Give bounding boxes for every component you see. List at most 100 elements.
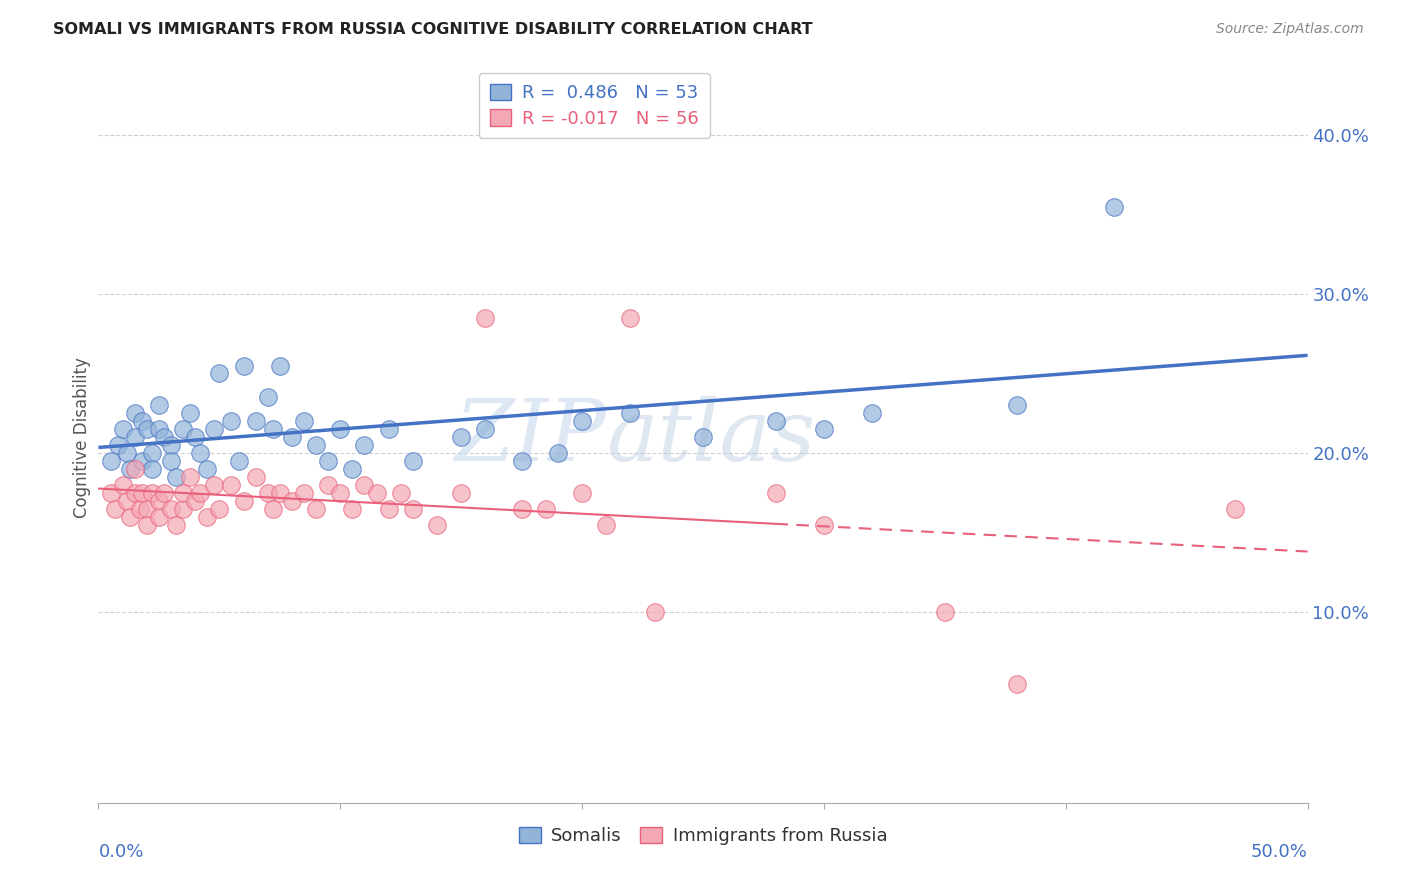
Point	[450, 430, 472, 444]
Point	[208, 501, 231, 516]
Point	[342, 462, 364, 476]
Point	[377, 422, 399, 436]
Point	[179, 406, 201, 420]
Point	[172, 501, 194, 516]
Point	[765, 414, 787, 428]
Point	[1007, 398, 1029, 412]
Point	[245, 414, 267, 428]
Point	[117, 493, 139, 508]
Point	[342, 501, 364, 516]
Point	[152, 430, 174, 444]
Point	[281, 430, 304, 444]
Point	[860, 406, 883, 420]
Point	[450, 485, 472, 500]
Point	[131, 485, 153, 500]
Point	[184, 430, 207, 444]
Point	[377, 501, 399, 516]
Point	[510, 454, 533, 468]
Point	[292, 414, 315, 428]
Point	[165, 517, 187, 532]
Point	[269, 359, 291, 373]
Point	[172, 485, 194, 500]
Point	[245, 470, 267, 484]
Point	[474, 422, 496, 436]
Point	[316, 454, 339, 468]
Point	[148, 422, 170, 436]
Legend: Somalis, Immigrants from Russia: Somalis, Immigrants from Russia	[508, 816, 898, 856]
Point	[292, 485, 315, 500]
Point	[366, 485, 388, 500]
Point	[141, 446, 163, 460]
Point	[188, 446, 211, 460]
Point	[228, 454, 250, 468]
Point	[329, 422, 352, 436]
Point	[160, 501, 183, 516]
Point	[107, 438, 129, 452]
Point	[111, 477, 134, 491]
Point	[262, 422, 284, 436]
Point	[329, 485, 352, 500]
Point	[232, 493, 254, 508]
Point	[256, 390, 278, 404]
Point	[208, 367, 231, 381]
Point	[644, 605, 666, 619]
Point	[118, 509, 141, 524]
Point	[204, 422, 226, 436]
Point	[124, 462, 146, 476]
Point	[813, 517, 835, 532]
Point	[148, 493, 170, 508]
Point	[269, 485, 291, 500]
Point	[148, 509, 170, 524]
Point	[117, 446, 139, 460]
Point	[813, 422, 835, 436]
Point	[221, 477, 243, 491]
Point	[281, 493, 304, 508]
Point	[571, 485, 593, 500]
Point	[160, 454, 183, 468]
Point	[111, 422, 134, 436]
Point	[353, 438, 375, 452]
Point	[100, 454, 122, 468]
Text: 50.0%: 50.0%	[1251, 843, 1308, 861]
Point	[262, 501, 284, 516]
Point	[165, 470, 187, 484]
Point	[135, 517, 157, 532]
Point	[100, 485, 122, 500]
Point	[232, 359, 254, 373]
Text: 0.0%: 0.0%	[98, 843, 143, 861]
Point	[316, 477, 339, 491]
Point	[353, 477, 375, 491]
Point	[547, 446, 569, 460]
Point	[188, 485, 211, 500]
Point	[402, 501, 425, 516]
Point	[195, 509, 218, 524]
Point	[934, 605, 956, 619]
Text: atlas: atlas	[606, 396, 815, 478]
Point	[1007, 676, 1029, 690]
Point	[104, 501, 127, 516]
Point	[131, 454, 153, 468]
Point	[179, 470, 201, 484]
Text: ZIP: ZIP	[454, 396, 606, 478]
Point	[124, 406, 146, 420]
Point	[141, 485, 163, 500]
Point	[426, 517, 449, 532]
Point	[221, 414, 243, 428]
Point	[256, 485, 278, 500]
Point	[204, 477, 226, 491]
Point	[765, 485, 787, 500]
Point	[195, 462, 218, 476]
Point	[571, 414, 593, 428]
Point	[534, 501, 557, 516]
Point	[124, 485, 146, 500]
Point	[128, 501, 150, 516]
Text: Source: ZipAtlas.com: Source: ZipAtlas.com	[1216, 22, 1364, 37]
Point	[474, 310, 496, 325]
Point	[184, 493, 207, 508]
Point	[595, 517, 617, 532]
Point	[389, 485, 412, 500]
Point	[1102, 200, 1125, 214]
Point	[510, 501, 533, 516]
Point	[124, 430, 146, 444]
Point	[619, 406, 641, 420]
